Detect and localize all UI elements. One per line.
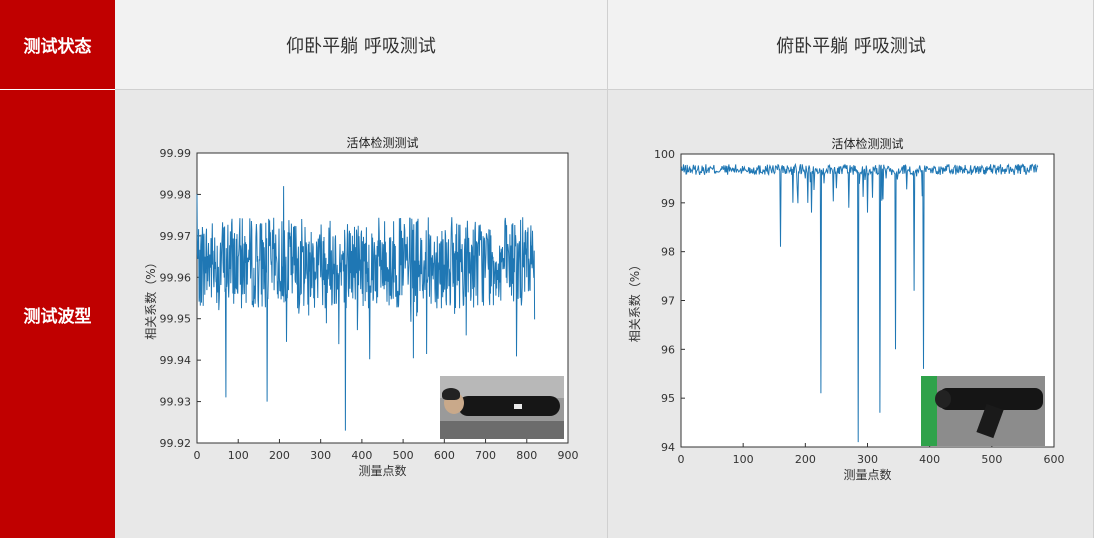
y-tick-label: 99.93 — [160, 396, 192, 409]
series-line — [680, 162, 1039, 443]
x-tick-label: 300 — [857, 453, 878, 466]
y-tick-label: 99.94 — [160, 354, 192, 367]
x-tick-label: 200 — [795, 453, 816, 466]
row-divider — [115, 89, 1094, 90]
x-tick-label: 500 — [393, 449, 414, 462]
row-header-test-state: 测试状态 — [0, 0, 115, 89]
y-tick-label: 99.92 — [160, 437, 192, 450]
y-tick-label: 99.97 — [160, 230, 192, 243]
prone-subject-photo — [921, 376, 1045, 446]
x-tick-label: 900 — [558, 449, 579, 462]
y-tick-label: 98 — [661, 246, 675, 259]
chart-title: 活体检测测试 — [831, 136, 903, 151]
x-tick-label: 400 — [351, 449, 372, 462]
y-tick-label: 99.98 — [160, 188, 192, 201]
y-tick-label: 95 — [661, 392, 675, 405]
x-tick-label: 0 — [678, 453, 685, 466]
x-tick-label: 200 — [269, 449, 290, 462]
x-tick-label: 500 — [981, 453, 1002, 466]
chart-title: 活体检测测试 — [346, 135, 418, 150]
x-tick-label: 300 — [310, 449, 331, 462]
y-axis-label: 相关系数（%） — [627, 259, 642, 342]
y-axis-label: 相关系数（%） — [143, 256, 158, 339]
y-tick-label: 97 — [661, 295, 675, 308]
y-tick-label: 99.99 — [160, 147, 192, 160]
y-tick-label: 94 — [661, 441, 675, 454]
x-tick-label: 700 — [475, 449, 496, 462]
y-tick-label: 99.96 — [160, 271, 192, 284]
series-line — [196, 186, 536, 431]
x-tick-label: 0 — [194, 449, 201, 462]
x-axis-label: 测量点数 — [358, 463, 406, 478]
x-tick-label: 600 — [1044, 453, 1065, 466]
col-header-supine: 仰卧平躺 呼吸测试 — [115, 0, 607, 89]
x-tick-label: 100 — [733, 453, 754, 466]
x-tick-label: 400 — [919, 453, 940, 466]
y-tick-label: 96 — [661, 343, 675, 356]
row-header-test-waveform: 测试波型 — [0, 90, 115, 538]
y-tick-label: 100 — [654, 148, 675, 161]
x-tick-label: 600 — [434, 449, 455, 462]
column-divider — [607, 0, 608, 538]
x-tick-label: 800 — [516, 449, 537, 462]
y-tick-label: 99.95 — [160, 313, 192, 326]
supine-subject-photo — [440, 376, 564, 439]
x-tick-label: 100 — [228, 449, 249, 462]
col-header-prone: 俯卧平躺 呼吸测试 — [608, 0, 1094, 89]
x-axis-label: 测量点数 — [843, 467, 891, 482]
y-tick-label: 99 — [661, 197, 675, 210]
